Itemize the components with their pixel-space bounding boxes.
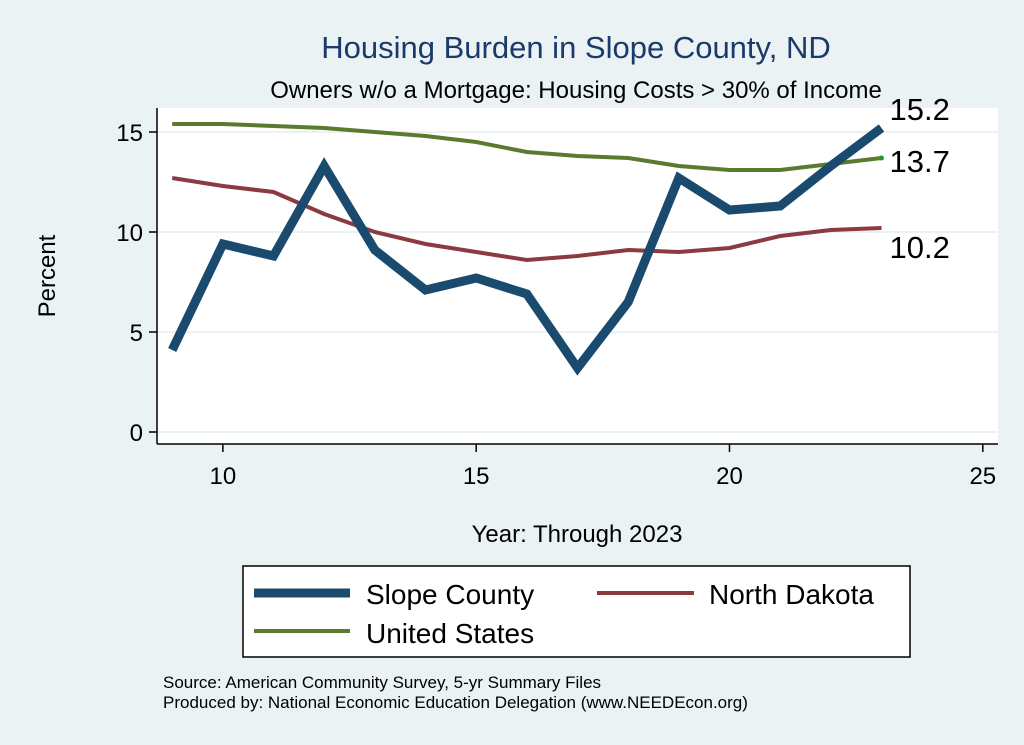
end-value-label-united-states: 13.7 — [889, 144, 949, 179]
series-end-marker — [878, 155, 884, 161]
legend-items: Slope County North Dakota United States — [254, 579, 874, 649]
end-labels: 15.2 10.2 13.7 — [889, 92, 949, 265]
y-tick-label: 15 — [116, 120, 143, 147]
end-value-label-north-dakota: 10.2 — [889, 230, 949, 265]
end-value-label-slope-county: 15.2 — [889, 92, 949, 127]
y-tick-label: 10 — [116, 220, 143, 247]
y-tick-label: 5 — [130, 320, 143, 347]
y-tick-label: 0 — [130, 420, 143, 447]
source-note: Source: American Community Survey, 5-yr … — [163, 673, 601, 692]
legend: Slope County North Dakota United States — [242, 565, 911, 658]
series-line-united-states — [172, 122, 882, 172]
series-lines — [168, 122, 885, 376]
plot-area — [157, 108, 998, 444]
x-tick-label: 20 — [716, 463, 743, 490]
series-line-slope-county — [168, 124, 885, 376]
chart-subtitle: Owners w/o a Mortgage: Housing Costs > 3… — [270, 77, 882, 104]
x-axis-title: Year: Through 2023 — [472, 521, 683, 548]
legend-label-united-states: United States — [366, 618, 534, 649]
y-axis-title: Percent — [34, 234, 61, 317]
x-tick-label: 10 — [210, 463, 237, 490]
x-tick-label: 25 — [969, 463, 996, 490]
axes: 0 5 10 15 10 15 20 25 — [116, 108, 998, 490]
legend-box — [242, 565, 911, 658]
series-line-north-dakota — [171, 176, 882, 263]
chart-title: Housing Burden in Slope County, ND — [321, 30, 831, 65]
legend-label-slope-county: Slope County — [366, 579, 534, 610]
produced-by-note: Produced by: National Economic Education… — [163, 693, 748, 712]
legend-label-north-dakota: North Dakota — [709, 579, 874, 610]
grid-lines — [157, 131, 998, 433]
x-tick-label: 15 — [463, 463, 490, 490]
